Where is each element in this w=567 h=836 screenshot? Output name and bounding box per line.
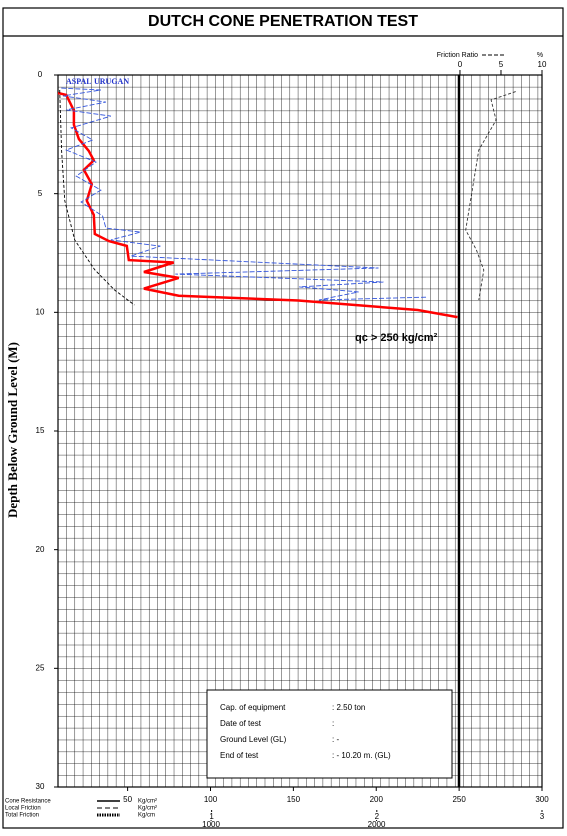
data-line [61,87,429,301]
y-tick-label: 0 [38,70,43,79]
x2-tick-label: 2 [375,812,380,821]
data-line [59,89,135,306]
x3-tick-label: 2000 [368,820,386,829]
y-tick-label: 30 [36,782,45,791]
info-label: Date of test [220,719,262,728]
data-line [465,91,516,301]
fr-tick-label: 5 [499,60,504,69]
x2-tick-label: 1 [209,812,214,821]
info-value: : - [332,735,339,744]
y-tick-label: 15 [36,426,45,435]
annotation: qc > 250 kg/cm² [355,332,438,344]
info-label: Cap. of equipment [220,703,286,712]
info-value: : [332,719,334,728]
fr-tick-label: 0 [458,60,463,69]
legend-unit: Kg/cm² [138,799,157,805]
chart-title: DUTCH CONE PENETRATION TEST [148,13,418,30]
x-tick-label: 100 [204,795,218,804]
legend-unit: Kg/cm [138,813,155,819]
x-tick-label: 250 [452,795,466,804]
x-tick-label: 300 [535,795,549,804]
x3-tick-label: 1000 [202,820,220,829]
legend-unit: Kg/cm² [138,806,157,812]
info-box: Cap. of equipment : 2.50 ton Date of test:… [206,689,453,779]
info-value: : - 10.20 m. (GL) [332,751,391,760]
x-tick-label: 150 [287,795,301,804]
data-line [57,91,458,319]
annotation: URUGAN [94,77,129,86]
info-label: Ground Level (GL) [220,735,287,744]
axis-unit: % [537,52,543,59]
plot-grid [57,74,543,788]
x2-tick-label: 3 [540,812,545,821]
x-tick-label: 50 [123,795,132,804]
y-tick-label: 25 [36,663,45,672]
y-tick-label: 20 [36,545,45,554]
annotation: ASPAL [66,77,92,86]
legend: Cone Resistance Local Friction Total Fri… [5,799,157,819]
fr-tick-label: 10 [538,60,547,69]
x-tick-label: 200 [370,795,384,804]
y-tick-label: 5 [38,189,43,198]
info-label: End of test [220,751,259,760]
axis-label: Friction Ratio [437,52,478,59]
info-value: : 2.50 ton [332,703,365,712]
y-tick-label: 10 [36,307,45,316]
y-axis-label: Depth Below Ground Level (M) [5,342,20,518]
info-box-frame [206,689,453,779]
legend-label: Total Friction [5,813,39,819]
legend-label: Local Friction [5,806,41,812]
legend-label: Cone Resistance [5,799,51,805]
